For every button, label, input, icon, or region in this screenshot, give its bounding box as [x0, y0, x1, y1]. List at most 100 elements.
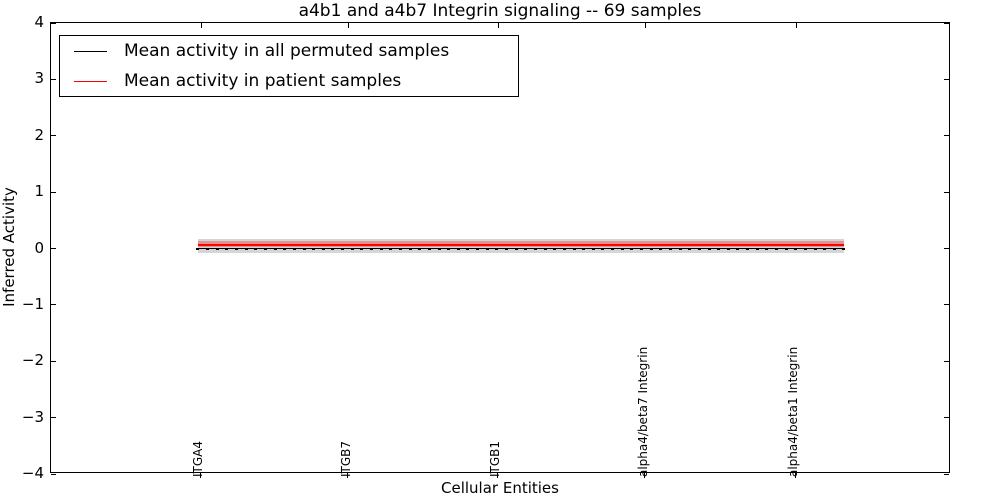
- y-tick-label: −4: [21, 464, 44, 482]
- data-point-marker: [263, 247, 267, 250]
- data-point-marker: [736, 247, 740, 250]
- data-point-marker: [524, 247, 528, 250]
- data-point-marker: [707, 247, 711, 250]
- y-tick-mark-right: [944, 473, 949, 475]
- data-point-marker: [389, 247, 393, 250]
- x-tick-mark-bottom: [347, 472, 349, 478]
- legend-line-sample-black: [74, 50, 107, 52]
- y-tick-mark-left: [51, 135, 56, 137]
- data-point-marker: [505, 247, 509, 250]
- x-tick-label: ITGA4: [191, 440, 206, 477]
- data-point-marker: [427, 247, 431, 250]
- data-point-marker: [331, 247, 335, 250]
- x-axis-label: Cellular Entities: [441, 479, 559, 497]
- x-tick-mark-top: [200, 23, 202, 28]
- data-point-marker: [794, 247, 798, 250]
- data-point-marker: [611, 247, 615, 250]
- x-tick-label: ITGB1: [488, 440, 503, 477]
- data-point-marker: [215, 247, 219, 250]
- legend-entry-permuted: Mean activity in all permuted samples: [60, 36, 518, 66]
- y-tick-mark-right: [944, 191, 949, 193]
- data-point-marker: [803, 247, 807, 250]
- x-tick-label: alpha4/beta7 Integrin: [635, 346, 650, 477]
- data-point-marker: [668, 247, 672, 250]
- data-point-marker: [591, 247, 595, 250]
- permuted-mean-line: [197, 248, 844, 249]
- data-point-marker: [418, 247, 422, 250]
- x-tick-label: ITGB7: [338, 440, 353, 477]
- y-tick-mark-left: [51, 473, 56, 475]
- data-point-marker: [302, 247, 306, 250]
- data-point-marker: [582, 247, 586, 250]
- data-point-marker: [630, 247, 634, 250]
- data-point-marker: [514, 247, 518, 250]
- chart-title: a4b1 and a4b7 Integrin signaling -- 69 s…: [298, 1, 702, 21]
- data-point-marker: [620, 247, 624, 250]
- data-point-marker: [765, 247, 769, 250]
- data-point-marker: [447, 247, 451, 250]
- x-tick-mark-bottom: [496, 472, 498, 478]
- data-point-marker: [495, 247, 499, 250]
- data-point-marker: [533, 247, 537, 250]
- legend-entry-label: Mean activity in patient samples: [124, 71, 402, 91]
- data-point-marker: [360, 247, 364, 250]
- data-point-marker: [476, 247, 480, 250]
- data-point-marker: [485, 247, 489, 250]
- data-point-marker: [842, 247, 846, 250]
- data-point-marker: [649, 247, 653, 250]
- y-tick-mark-left: [51, 360, 56, 362]
- legend-entry-patient: Mean activity in patient samples: [60, 66, 518, 96]
- data-point-marker: [562, 247, 566, 250]
- y-tick-mark-left: [51, 417, 56, 419]
- data-point-marker: [784, 247, 788, 250]
- y-tick-label: 0: [34, 238, 44, 257]
- data-point-marker: [755, 247, 759, 250]
- legend: Mean activity in all permuted samples Me…: [59, 35, 519, 97]
- y-tick-label: −3: [21, 407, 44, 426]
- data-point-marker: [370, 247, 374, 250]
- data-point-marker: [196, 247, 200, 250]
- x-tick-mark-top: [795, 23, 797, 28]
- x-tick-mark-bottom: [644, 472, 646, 478]
- y-tick-mark-right: [944, 78, 949, 80]
- y-tick-label: 4: [34, 13, 44, 31]
- y-tick-mark-right: [944, 248, 949, 249]
- x-tick-mark-top: [645, 23, 647, 28]
- data-point-marker: [543, 247, 547, 250]
- data-point-marker: [206, 247, 210, 250]
- data-point-marker: [408, 247, 412, 250]
- data-point-marker: [321, 247, 325, 250]
- y-tick-mark-left: [51, 304, 56, 306]
- y-tick-mark-right: [944, 417, 949, 419]
- data-point-marker: [273, 247, 277, 250]
- y-tick-mark-left: [51, 78, 56, 80]
- patient-mean-line: [197, 243, 844, 246]
- data-point-marker: [466, 247, 470, 250]
- data-point-marker: [659, 247, 663, 250]
- data-point-marker: [225, 247, 229, 250]
- data-point-marker: [235, 247, 239, 250]
- data-point-marker: [456, 247, 460, 250]
- data-point-marker: [688, 247, 692, 250]
- y-tick-label: −1: [21, 294, 44, 313]
- data-point-marker: [726, 247, 730, 250]
- legend-line-sample-red: [74, 80, 107, 82]
- data-point-marker: [832, 247, 836, 250]
- plot-area: [50, 22, 950, 475]
- x-tick-mark-bottom: [794, 472, 796, 478]
- y-tick-mark-left: [51, 191, 56, 193]
- permuted-band: [197, 238, 844, 253]
- data-point-marker: [398, 247, 402, 250]
- data-point-marker: [717, 247, 721, 250]
- data-point-marker: [746, 247, 750, 250]
- data-point-marker: [774, 247, 778, 250]
- data-point-marker: [823, 247, 827, 250]
- y-tick-label: 2: [34, 125, 44, 144]
- data-point-marker: [640, 247, 643, 250]
- data-point-marker: [437, 247, 441, 250]
- x-tick-mark-bottom: [199, 472, 201, 478]
- legend-entry-label: Mean activity in all permuted samples: [124, 41, 450, 61]
- data-point-marker: [678, 247, 682, 250]
- y-tick-mark-right: [944, 304, 949, 306]
